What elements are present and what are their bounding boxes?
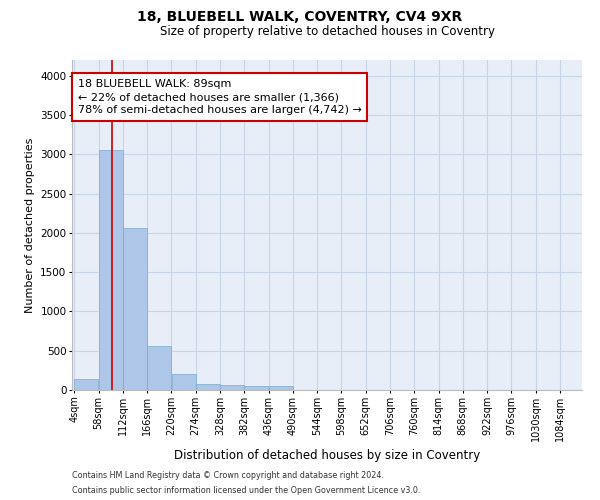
X-axis label: Distribution of detached houses by size in Coventry: Distribution of detached houses by size …: [174, 449, 480, 462]
Title: Size of property relative to detached houses in Coventry: Size of property relative to detached ho…: [160, 25, 494, 38]
Bar: [172, 374, 196, 390]
Text: 18 BLUEBELL WALK: 89sqm
← 22% of detached houses are smaller (1,366)
78% of semi: 18 BLUEBELL WALK: 89sqm ← 22% of detache…: [78, 79, 362, 116]
Bar: [269, 386, 293, 390]
Text: Contains public sector information licensed under the Open Government Licence v3: Contains public sector information licen…: [72, 486, 421, 495]
Text: 18, BLUEBELL WALK, COVENTRY, CV4 9XR: 18, BLUEBELL WALK, COVENTRY, CV4 9XR: [137, 10, 463, 24]
Y-axis label: Number of detached properties: Number of detached properties: [25, 138, 35, 312]
Bar: [196, 384, 220, 390]
Bar: [220, 386, 244, 390]
Bar: [74, 379, 98, 390]
Bar: [147, 346, 171, 390]
Bar: [98, 150, 123, 390]
Bar: [123, 228, 147, 390]
Text: Contains HM Land Registry data © Crown copyright and database right 2024.: Contains HM Land Registry data © Crown c…: [72, 471, 384, 480]
Bar: [244, 386, 268, 390]
